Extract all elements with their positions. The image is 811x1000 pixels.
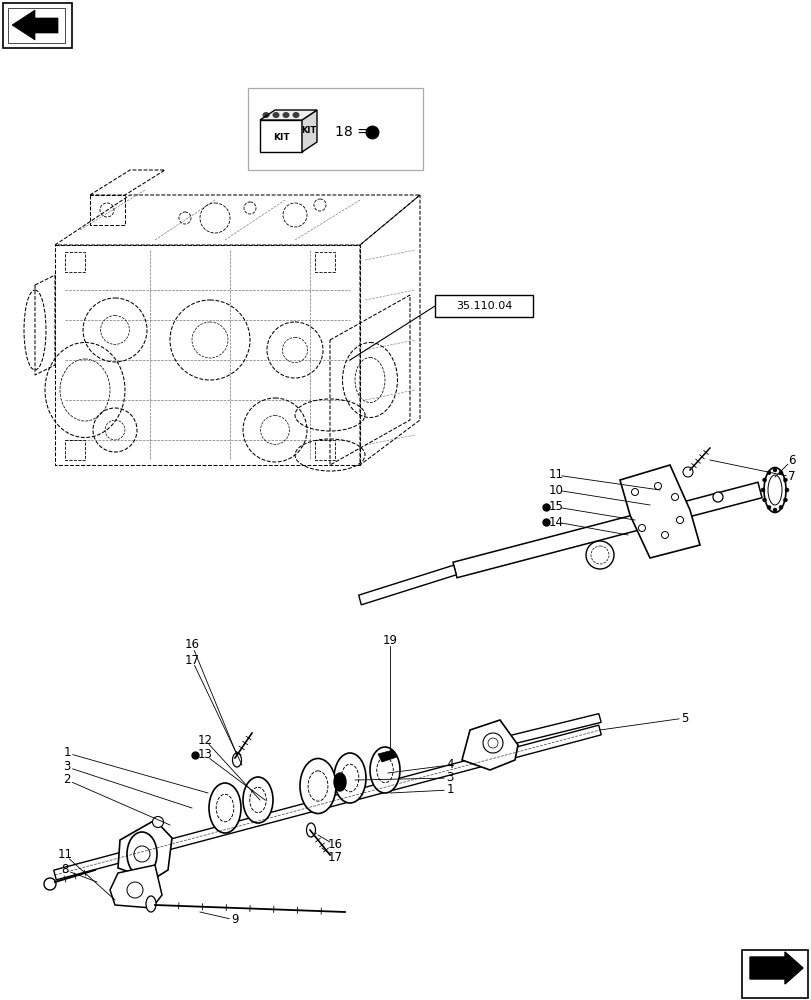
Ellipse shape (763, 468, 785, 512)
Ellipse shape (766, 471, 770, 475)
Polygon shape (260, 110, 316, 120)
Text: 17: 17 (327, 851, 342, 864)
Text: 12: 12 (197, 734, 212, 746)
Bar (65, 252, 85, 272)
Text: 18 =: 18 = (335, 125, 373, 139)
Circle shape (712, 492, 722, 502)
Ellipse shape (784, 488, 788, 492)
Text: 15: 15 (548, 500, 563, 514)
Text: 16: 16 (184, 639, 200, 652)
Bar (247, 88, 423, 170)
Ellipse shape (127, 832, 157, 876)
Text: 13: 13 (197, 748, 212, 762)
Text: 16: 16 (327, 838, 342, 851)
Ellipse shape (762, 498, 766, 502)
Text: 8: 8 (62, 863, 69, 876)
Bar (315, 252, 335, 272)
Ellipse shape (232, 753, 241, 767)
Ellipse shape (772, 468, 776, 472)
Text: KIT: KIT (272, 133, 289, 142)
Polygon shape (12, 10, 58, 40)
Text: KIT: KIT (301, 126, 316, 135)
Ellipse shape (760, 488, 764, 492)
Polygon shape (260, 120, 302, 152)
Circle shape (654, 483, 661, 489)
Text: 1: 1 (63, 746, 71, 760)
Ellipse shape (762, 478, 766, 482)
Ellipse shape (370, 747, 400, 793)
Ellipse shape (262, 112, 269, 118)
Text: 4: 4 (446, 758, 453, 772)
Ellipse shape (783, 478, 787, 482)
Ellipse shape (208, 783, 241, 833)
Text: 7: 7 (787, 471, 795, 484)
Ellipse shape (292, 112, 299, 118)
Text: 14: 14 (547, 516, 563, 528)
Ellipse shape (299, 758, 336, 813)
Ellipse shape (778, 505, 782, 509)
Polygon shape (453, 482, 761, 578)
Text: 10: 10 (548, 484, 563, 496)
Ellipse shape (333, 773, 345, 791)
Polygon shape (461, 720, 517, 770)
Circle shape (483, 733, 502, 753)
Bar (65, 440, 85, 460)
Text: 9: 9 (231, 913, 238, 926)
Circle shape (671, 493, 678, 500)
Ellipse shape (242, 777, 272, 823)
Ellipse shape (783, 498, 787, 502)
Ellipse shape (766, 505, 770, 509)
Text: 17: 17 (184, 654, 200, 666)
Circle shape (631, 488, 637, 495)
Text: 11: 11 (547, 468, 563, 482)
Circle shape (127, 882, 143, 898)
Text: 11: 11 (58, 848, 72, 861)
Circle shape (637, 524, 645, 532)
Ellipse shape (282, 112, 290, 118)
Text: 3: 3 (446, 771, 453, 784)
Polygon shape (3, 3, 72, 48)
Text: 2: 2 (63, 773, 71, 786)
Polygon shape (468, 714, 600, 754)
Circle shape (44, 878, 56, 890)
Polygon shape (118, 820, 172, 880)
Circle shape (152, 816, 163, 827)
Circle shape (676, 516, 683, 524)
Circle shape (661, 532, 667, 538)
Text: 19: 19 (382, 634, 397, 647)
Ellipse shape (272, 112, 279, 118)
Text: 5: 5 (680, 712, 688, 724)
Polygon shape (302, 110, 316, 152)
Circle shape (134, 846, 150, 862)
Text: 35.110.04: 35.110.04 (455, 301, 512, 311)
Polygon shape (8, 8, 65, 43)
Polygon shape (741, 950, 807, 998)
Ellipse shape (772, 508, 776, 512)
Polygon shape (378, 750, 397, 762)
Polygon shape (54, 725, 600, 880)
Ellipse shape (333, 753, 366, 803)
Polygon shape (620, 465, 699, 558)
Bar (315, 440, 335, 460)
Text: 3: 3 (63, 760, 71, 774)
Ellipse shape (146, 896, 156, 912)
Polygon shape (358, 565, 456, 605)
Circle shape (682, 467, 692, 477)
Text: 1: 1 (446, 783, 453, 796)
Ellipse shape (306, 823, 315, 837)
Text: 6: 6 (787, 454, 795, 466)
Bar (435, 295, 532, 317)
Polygon shape (109, 865, 162, 908)
Polygon shape (749, 952, 802, 984)
Ellipse shape (778, 471, 782, 475)
